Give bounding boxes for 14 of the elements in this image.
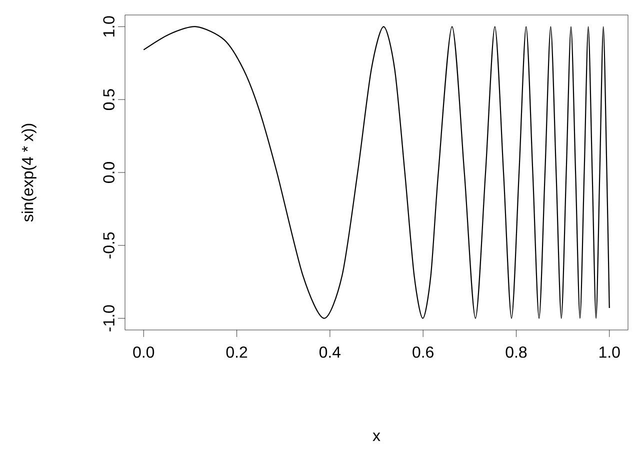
x-axis-title: x (372, 432, 380, 442)
x-tick-label: 0.2 (226, 346, 248, 358)
line-series (143, 26, 610, 319)
y-tick-label: 0.5 (103, 89, 114, 110)
x-tick-label: 1.0 (600, 346, 620, 358)
y-tick-label: 1.0 (103, 16, 114, 37)
y-axis-title: sin(exp(4 * x)) (22, 124, 36, 222)
x-tick-label: 0.6 (412, 346, 434, 358)
y-tick-label: -0.5 (103, 232, 114, 258)
y-tick-label: 0.0 (103, 162, 114, 183)
y-tick-label: -1.0 (103, 305, 114, 332)
x-tick-label: 0.8 (506, 346, 527, 358)
x-tick-label: 0.0 (133, 346, 154, 358)
x-tick-label: 0.4 (319, 346, 341, 358)
